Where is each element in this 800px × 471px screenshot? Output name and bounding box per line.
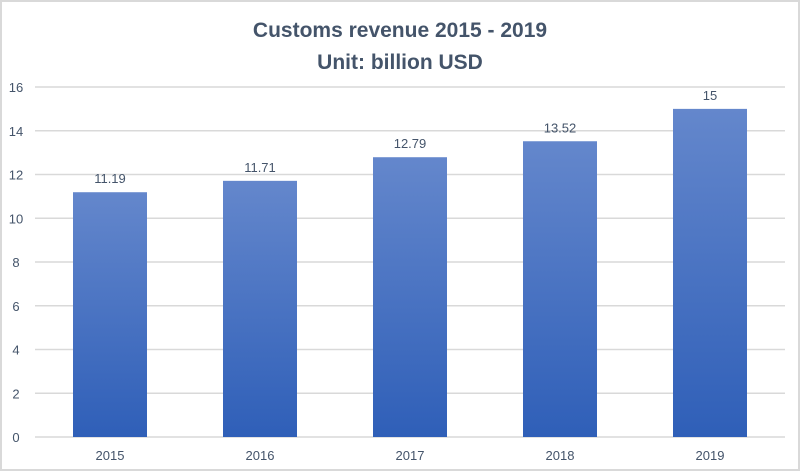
y-tick-label: 12 [9,168,23,183]
x-tick-label: 2018 [546,448,575,463]
x-tick-label: 2016 [246,448,275,463]
y-tick-label: 6 [12,299,19,314]
bar-2015 [73,192,147,437]
x-tick-label: 2017 [396,448,425,463]
y-tick-label: 0 [12,430,19,445]
chart-subtitle: Unit: billion USD [317,51,483,74]
y-tick-label: 4 [12,343,19,358]
bar-2018 [523,141,597,437]
y-tick-label: 16 [9,80,23,95]
data-label: 15 [703,88,717,103]
data-label: 11.19 [94,171,126,186]
bar-2019 [673,108,747,437]
data-label: 13.52 [544,120,577,135]
bar-2016 [223,180,297,437]
y-tick-label: 8 [12,255,19,270]
x-tick-label: 2015 [96,448,125,463]
data-label: 12.79 [394,136,427,151]
x-tick-label: 2019 [696,448,725,463]
y-tick-label: 10 [9,211,23,226]
chart-title: Customs revenue 2015 - 2019 [253,19,547,42]
y-tick-label: 14 [9,124,23,139]
data-label: 11.71 [244,160,276,175]
bar-2017 [373,157,447,437]
y-tick-label: 2 [12,386,19,401]
